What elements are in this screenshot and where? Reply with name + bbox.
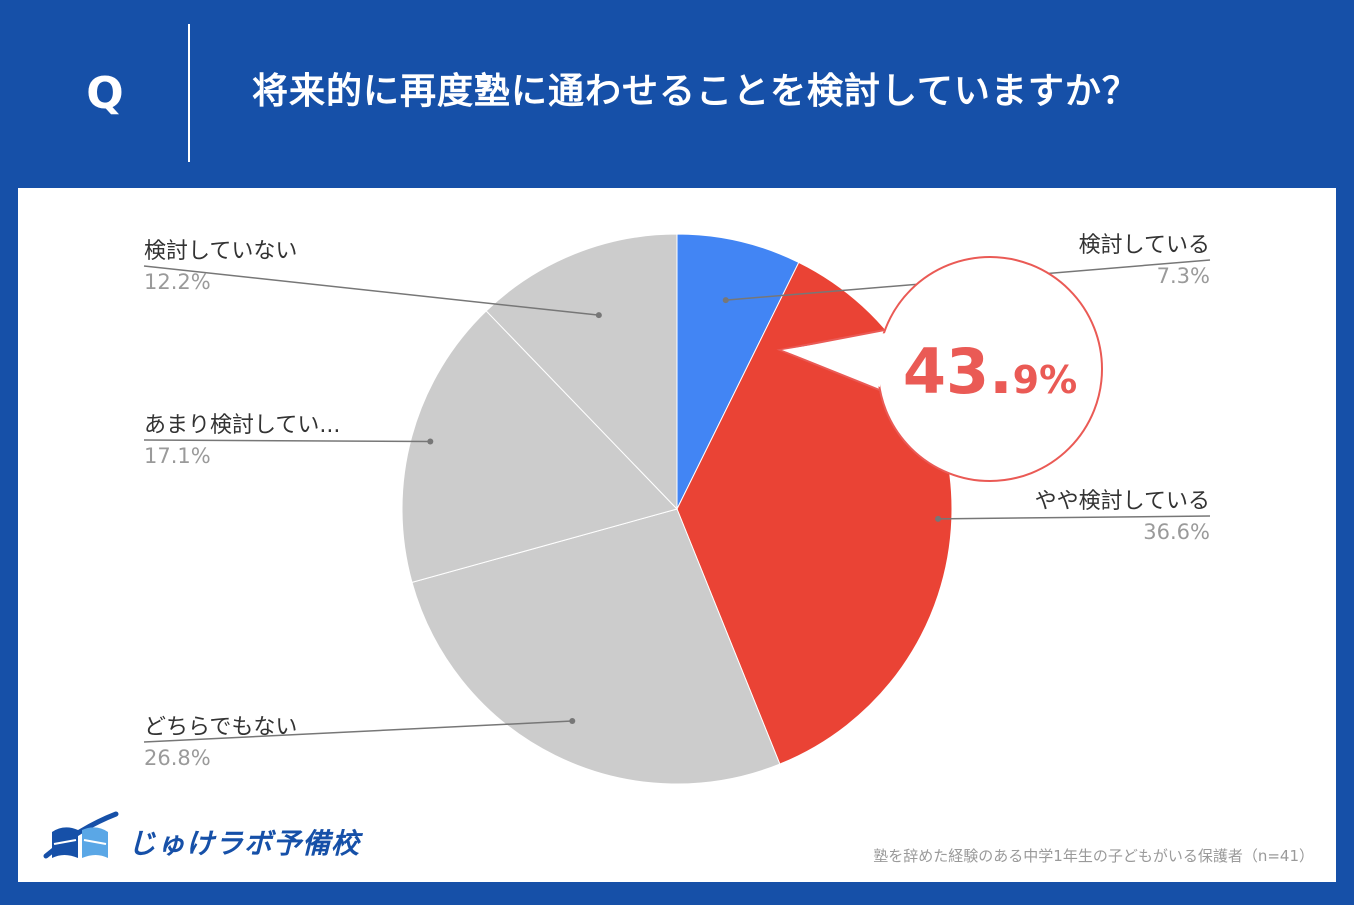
logo: じゅけラボ予備校	[40, 810, 359, 870]
question-title: 将来的に再度塾に通わせることを検討していますか？	[252, 71, 1139, 112]
header: Q 将来的に再度塾に通わせることを検討していますか？	[0, 0, 1354, 188]
slice-value-label: 7.3%	[1157, 264, 1210, 288]
footnote: 塾を辞めた経験のある中学1年生の子どもがいる保護者（n=41）	[873, 847, 1314, 865]
leader-dot	[427, 438, 434, 445]
pie-chart: 検討している 7.3% やや検討している 36.6% どちらでもない 26.8% あまり検討…	[143, 233, 1211, 785]
highlight-callout: 43.9%	[776, 256, 1103, 482]
slice-value-label: 17.1%	[144, 444, 211, 468]
pie-slice-3	[411, 508, 781, 785]
slice-category-label: どちらでもない	[144, 715, 297, 740]
slice-category-label: あまり検討してい...	[144, 413, 340, 438]
slice-category-label: 検討していない	[144, 239, 297, 264]
slice-label-5: 検討していない 12.2%	[143, 239, 602, 319]
header-divider	[188, 24, 190, 162]
leader-dot	[935, 515, 942, 522]
logo-text: じゅけラボ予備校	[128, 827, 361, 860]
slice-value-label: 26.8%	[144, 746, 211, 770]
pie-slice-5	[485, 233, 678, 511]
leader-dot	[595, 312, 602, 319]
slice-category-label: やや検討している	[1035, 489, 1210, 514]
pie-slice-4	[401, 310, 678, 584]
leader-dot	[569, 718, 576, 725]
slice-value-label: 36.6%	[1143, 520, 1210, 544]
leader-line	[143, 265, 599, 316]
leader-line	[143, 720, 573, 743]
chart-panel: 検討している 7.3% やや検討している 36.6% どちらでもない 26.8% あまり検討…	[18, 188, 1336, 882]
slice-label-2: やや検討している 36.6%	[935, 489, 1211, 544]
callout-value: 43.9%	[903, 335, 1077, 408]
slice-label-3: どちらでもない 26.8%	[143, 715, 576, 770]
open-book-icon	[43, 811, 119, 859]
slice-category-label: 検討している	[1079, 233, 1210, 258]
slice-value-label: 12.2%	[144, 270, 211, 294]
leader-line	[143, 439, 431, 443]
leader-line	[938, 515, 1211, 520]
slice-label-4: あまり検討してい... 17.1%	[143, 413, 434, 468]
leader-dot	[722, 297, 729, 304]
q-mark: Q	[86, 68, 124, 119]
pie-slice-1	[676, 233, 800, 510]
